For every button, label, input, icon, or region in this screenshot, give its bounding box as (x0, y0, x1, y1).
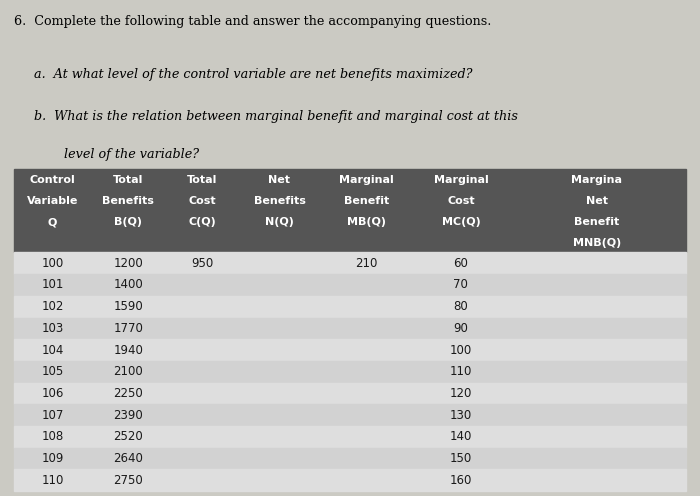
Text: 60: 60 (454, 257, 468, 270)
Text: Marginal: Marginal (433, 175, 489, 185)
Text: 80: 80 (454, 300, 468, 313)
Text: Control: Control (30, 175, 76, 185)
Text: 106: 106 (41, 387, 64, 400)
Bar (14, 404, 686, 426)
Bar (14, 382, 686, 404)
Text: MC(Q): MC(Q) (442, 217, 480, 227)
Bar (14, 448, 686, 469)
Text: 105: 105 (41, 365, 64, 378)
Text: MNB(Q): MNB(Q) (573, 238, 621, 248)
Text: 2520: 2520 (113, 431, 143, 443)
Text: 2750: 2750 (113, 474, 143, 487)
Text: Marginal: Marginal (340, 175, 394, 185)
Text: 107: 107 (41, 409, 64, 422)
Text: Variable: Variable (27, 196, 78, 206)
Text: Margina: Margina (571, 175, 622, 185)
Text: Benefit: Benefit (344, 196, 389, 206)
Bar (14, 274, 686, 296)
Bar (14, 339, 686, 361)
Text: 2250: 2250 (113, 387, 143, 400)
Text: 160: 160 (449, 474, 472, 487)
Text: Net: Net (586, 196, 608, 206)
Bar (14, 361, 686, 382)
Text: B(Q): B(Q) (114, 217, 142, 227)
Text: 103: 103 (41, 322, 64, 335)
Text: 150: 150 (450, 452, 472, 465)
Text: 102: 102 (41, 300, 64, 313)
Text: a.  At what level of the control variable are net benefits maximized?: a. At what level of the control variable… (34, 68, 472, 81)
Bar (14, 296, 686, 317)
Text: 1590: 1590 (113, 300, 143, 313)
Text: 130: 130 (450, 409, 472, 422)
Text: Q: Q (48, 217, 57, 227)
Text: b.  What is the relation between marginal benefit and marginal cost at this: b. What is the relation between marginal… (34, 110, 518, 123)
Text: 110: 110 (41, 474, 64, 487)
Bar (14, 252, 686, 274)
Text: Total: Total (187, 175, 217, 185)
Text: 101: 101 (41, 278, 64, 292)
Text: 1770: 1770 (113, 322, 144, 335)
Text: 1940: 1940 (113, 344, 144, 357)
Text: Benefit: Benefit (574, 217, 620, 227)
Text: Total: Total (113, 175, 144, 185)
Text: 1200: 1200 (113, 257, 143, 270)
Text: Cost: Cost (188, 196, 216, 206)
Text: MB(Q): MB(Q) (347, 217, 386, 227)
Text: 100: 100 (450, 344, 472, 357)
Text: level of the variable?: level of the variable? (64, 148, 200, 161)
Text: N(Q): N(Q) (265, 217, 294, 227)
Bar (14, 426, 686, 448)
Text: 109: 109 (41, 452, 64, 465)
Text: 108: 108 (41, 431, 64, 443)
Text: 104: 104 (41, 344, 64, 357)
Text: C(Q): C(Q) (188, 217, 216, 227)
Text: 210: 210 (356, 257, 378, 270)
Text: Cost: Cost (447, 196, 475, 206)
Text: Net: Net (268, 175, 290, 185)
Text: 1400: 1400 (113, 278, 143, 292)
Text: 70: 70 (454, 278, 468, 292)
Text: Benefits: Benefits (102, 196, 154, 206)
Text: 90: 90 (454, 322, 468, 335)
Text: 110: 110 (449, 365, 472, 378)
Text: 140: 140 (449, 431, 472, 443)
Bar (14, 317, 686, 339)
Text: 950: 950 (191, 257, 214, 270)
Text: 2390: 2390 (113, 409, 143, 422)
Text: 2100: 2100 (113, 365, 143, 378)
Text: 6.  Complete the following table and answer the accompanying questions.: 6. Complete the following table and answ… (14, 14, 491, 28)
Text: 100: 100 (41, 257, 64, 270)
Text: 2640: 2640 (113, 452, 144, 465)
Bar (14, 469, 686, 491)
Text: 120: 120 (449, 387, 472, 400)
Bar (14, 169, 686, 252)
Text: Benefits: Benefits (253, 196, 305, 206)
